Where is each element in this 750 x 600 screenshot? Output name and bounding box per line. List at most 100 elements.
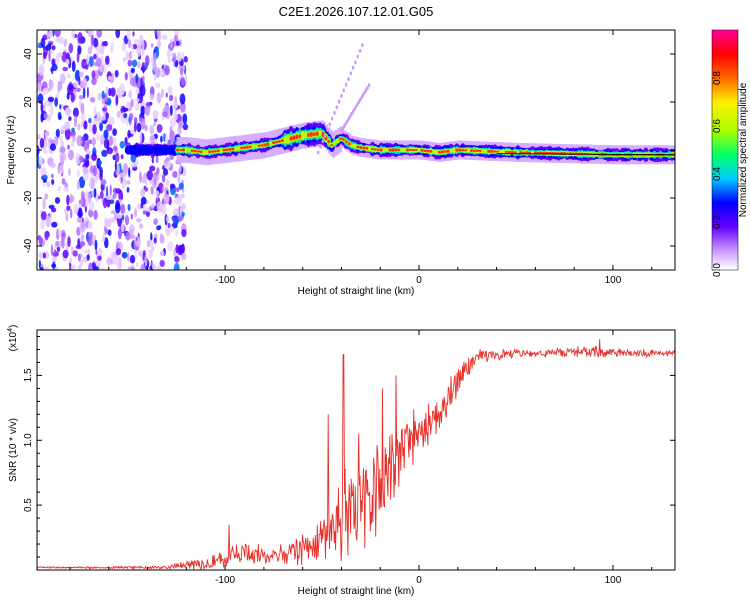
spectrogram-core-line <box>496 153 675 156</box>
spectrogram-cell <box>164 65 170 76</box>
spectrogram-cell <box>117 227 122 240</box>
spectrogram-cell <box>48 49 51 62</box>
spectrogram-cell <box>38 251 44 259</box>
spectrogram-cell <box>80 113 86 122</box>
spectrogram-y-tick-label: -20 <box>23 190 34 205</box>
spectrogram-cell <box>103 230 106 242</box>
spectrogram-cell <box>44 266 50 270</box>
spectrogram-cell <box>319 144 322 149</box>
spectrogram-cell <box>129 77 135 86</box>
spectrogram-cell <box>96 133 100 141</box>
spectrogram-cell <box>78 199 84 205</box>
spectrogram-cell <box>51 221 58 228</box>
spectrogram-cell <box>347 142 351 146</box>
spectrogram-cell <box>144 187 149 192</box>
spectrogram-cell <box>66 73 71 79</box>
spectrogram-cell <box>140 196 147 205</box>
spectrogram-cell <box>64 127 71 140</box>
spectrogram-cell <box>133 38 140 45</box>
spectrogram-cell <box>115 152 120 163</box>
spectrogram-cell <box>110 251 116 261</box>
spectrogram-cell <box>461 149 465 152</box>
spectrogram-cell <box>40 167 47 177</box>
spectrogram-cell <box>137 61 141 69</box>
spectrogram-cell <box>151 158 154 164</box>
spectrogram-cell <box>144 124 148 132</box>
spectrogram-cell <box>107 256 110 269</box>
spectrogram-cell <box>121 178 127 190</box>
spectrogram-cell <box>68 116 72 121</box>
spectrogram-cell <box>134 122 137 132</box>
spectrogram-cell <box>92 137 96 147</box>
spectrogram-cell <box>124 137 128 144</box>
spectrogram-cell <box>100 115 107 121</box>
spectrogram-cell <box>37 82 42 93</box>
spectrogram-cell <box>108 199 115 205</box>
spectrogram-cell <box>131 59 138 68</box>
spectrogram-cell <box>106 195 113 200</box>
spectrogram-cell <box>67 236 71 248</box>
spectrogram-cell <box>39 137 45 149</box>
spectrogram-cell <box>88 124 93 131</box>
spectrogram-cell <box>78 208 83 218</box>
spectrogram-cell <box>366 85 369 90</box>
spectrogram-cell <box>151 264 156 270</box>
spectrogram-cell <box>405 148 409 152</box>
spectrogram-cell <box>78 76 81 86</box>
spectrogram-cell <box>97 247 103 256</box>
spectrogram-cell <box>65 58 70 65</box>
spectrogram-cell <box>97 92 102 101</box>
spectrogram-cell <box>69 258 73 264</box>
spectrogram-cell <box>328 122 331 127</box>
spectrogram-cell <box>78 155 84 163</box>
spectrogram-cell <box>182 123 189 131</box>
spectrogram-cell <box>124 72 128 81</box>
spectrogram-cell <box>70 141 75 148</box>
spectrogram-cell <box>84 160 90 168</box>
spectrogram-cell <box>184 147 189 153</box>
spectrogram-cell <box>42 149 49 154</box>
spectrogram-cell <box>68 43 74 54</box>
spectrogram-cell <box>128 167 131 178</box>
spectrogram-cell <box>43 100 47 112</box>
spectrogram-cell <box>66 92 70 100</box>
spectrogram-cell <box>169 94 174 102</box>
spectrogram-cell <box>231 147 235 151</box>
spectrogram-cell <box>151 246 155 252</box>
spectrogram-cell <box>155 155 159 164</box>
spectrogram-cell <box>99 134 104 145</box>
spectrogram-cell <box>45 44 52 51</box>
colorbar-tick-label: 0.6 <box>712 119 723 133</box>
spectrogram-cell <box>204 149 209 156</box>
spectrogram-cell <box>69 193 73 204</box>
snr-x-tick-label: 0 <box>416 575 422 586</box>
spectrogram-cell <box>95 57 102 68</box>
spectrogram-x-tick-label: 100 <box>605 275 622 286</box>
snr-x-tick-label: 100 <box>605 575 622 586</box>
spectrogram-cell <box>153 52 157 63</box>
spectrogram-cell <box>70 208 73 219</box>
spectrogram-cell <box>289 136 293 141</box>
spectrogram-cell <box>510 151 514 154</box>
spectrogram-cell <box>90 34 94 46</box>
spectrogram-cell <box>89 96 96 103</box>
amplitude-colorbar: 0.0 0.2 0.4 0.6 0.8 Normalized spectral ampl… <box>711 29 749 277</box>
spectrogram-cell <box>120 203 126 215</box>
spectrogram-cell <box>434 149 439 155</box>
spectrogram-cell <box>181 229 187 238</box>
spectrogram-ylabel: Frequency (Hz) <box>6 116 17 185</box>
spectrogram-cell <box>126 115 129 127</box>
spectrogram-cell <box>145 176 148 187</box>
spectrogram-cell <box>402 147 407 153</box>
spectrogram-cell <box>127 266 132 270</box>
spectrogram-cell <box>66 205 71 211</box>
spectrogram-cell <box>59 104 62 110</box>
spectrogram-cell <box>108 229 112 236</box>
spectrogram-cell <box>129 224 135 230</box>
spectrogram-cell <box>103 138 110 149</box>
spectrogram-cell <box>48 33 53 39</box>
colorbar-tick-label: 0.0 <box>712 263 723 277</box>
spectrogram-cell <box>388 148 392 152</box>
spectrogram-cell <box>187 148 192 153</box>
spectrogram-cell <box>179 205 182 217</box>
